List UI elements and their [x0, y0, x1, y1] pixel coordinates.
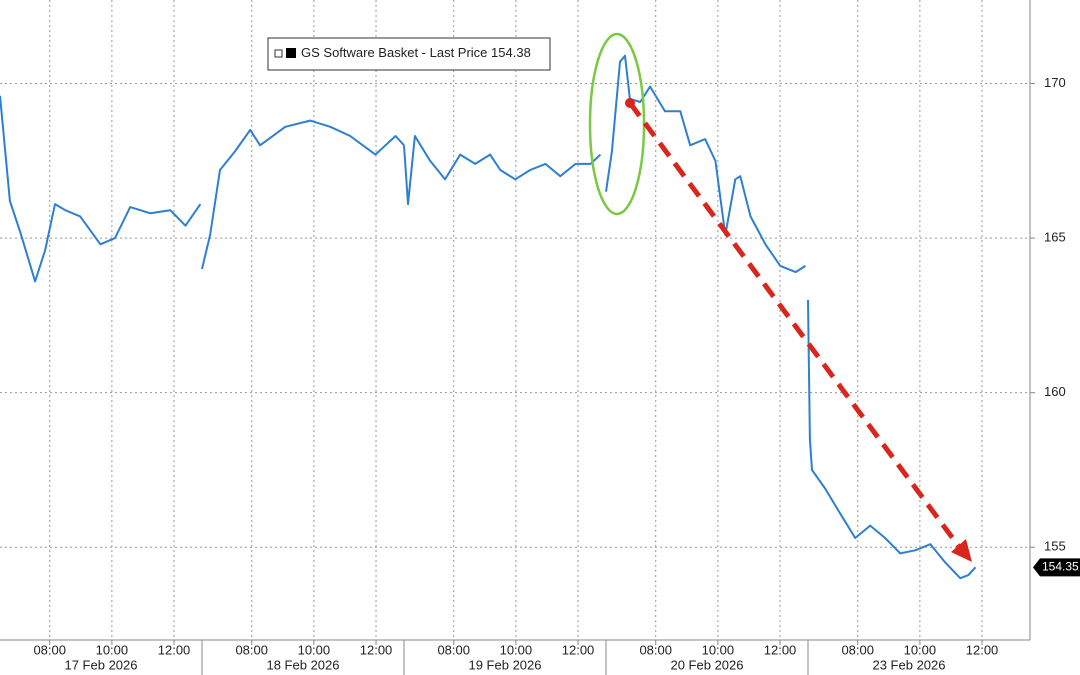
x-tick-label: 10:00	[904, 642, 937, 657]
trend-arrow-start	[625, 98, 635, 108]
y-tick-label: 160	[1044, 384, 1066, 399]
x-tick-label: 12:00	[764, 642, 797, 657]
x-tick-label: 12:00	[966, 642, 999, 657]
x-tick-label: 08:00	[437, 642, 470, 657]
x-tick-label: 10:00	[298, 642, 331, 657]
legend-box	[267, 37, 551, 71]
last-value-tag	[1033, 558, 1080, 577]
plot	[0, 54, 977, 580]
date-label: 19 Feb 2026	[468, 657, 541, 672]
x-tick-label: 08:00	[235, 642, 268, 657]
price-line	[201, 119, 405, 270]
grid	[0, 0, 1030, 640]
legend-toggle	[274, 49, 283, 58]
x-tick-label: 10:00	[500, 642, 533, 657]
y-tick-label: 165	[1044, 230, 1066, 245]
trend-arrow-head	[951, 539, 972, 562]
x-tick-label: 08:00	[33, 642, 66, 657]
date-label: 23 Feb 2026	[872, 657, 945, 672]
legend-label: GS Software Basket - Last Price	[301, 45, 487, 60]
y-tick-label: 170	[1044, 75, 1066, 90]
x-tick-label: 08:00	[639, 642, 672, 657]
y-tick-label: 155	[1044, 539, 1066, 554]
price-line	[403, 135, 602, 206]
x-tick-label: 10:00	[96, 642, 129, 657]
price-line	[807, 299, 977, 580]
x-tick-label: 12:00	[158, 642, 191, 657]
x-tick-label: 10:00	[702, 642, 735, 657]
legend-last-price: 154.38	[491, 45, 531, 60]
legend-text: GS Software Basket - Last Price 154.38	[301, 45, 531, 60]
price-line	[605, 54, 807, 274]
last-value-label: 154.35	[1042, 560, 1079, 574]
trend-arrow	[627, 101, 963, 550]
x-tick-label: 08:00	[841, 642, 874, 657]
price-line	[0, 95, 202, 283]
legend-swatch	[286, 48, 296, 58]
x-tick-label: 12:00	[562, 642, 595, 657]
date-label: 20 Feb 2026	[670, 657, 743, 672]
date-label: 17 Feb 2026	[64, 657, 137, 672]
x-tick-label: 12:00	[360, 642, 393, 657]
date-label: 18 Feb 2026	[266, 657, 339, 672]
